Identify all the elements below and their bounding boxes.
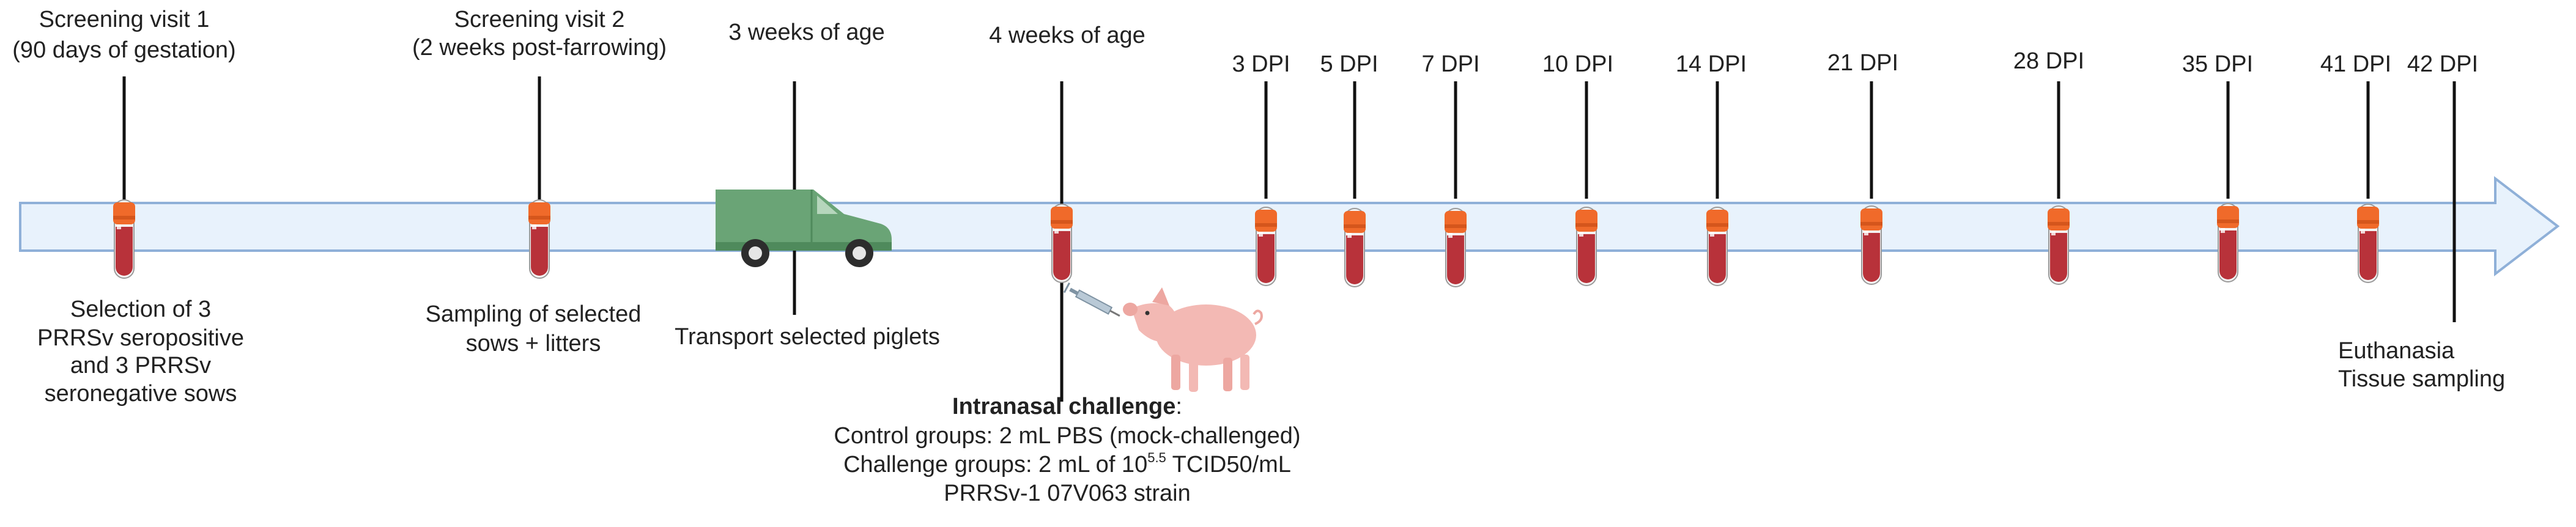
screening-visit-2-label: Screening visit 2	[454, 7, 625, 32]
challenge-strain: PRRSv-1 07V063 strain	[944, 481, 1190, 506]
blood-tube-icon-5dpi	[1343, 208, 1366, 287]
dpi-label-14: 14 DPI	[1676, 51, 1747, 77]
blood-tube-icon-7dpi	[1444, 208, 1467, 287]
transport-label: Transport selected piglets	[675, 324, 940, 350]
blood-tube-icon-screening2	[528, 199, 551, 279]
dpi-label-41: 41 DPI	[2320, 51, 2391, 77]
age-4-weeks-label: 4 weeks of age	[989, 23, 1146, 48]
piglet-intranasal-inoculation-icon	[1063, 282, 1263, 392]
sampling-label-line-1: Sampling of selected	[426, 301, 642, 327]
timeline-arrow	[19, 175, 2560, 277]
selection-label-line-4: seronegative sows	[45, 381, 237, 407]
challenge-control-groups: Control groups: 2 mL PBS (mock-challenge…	[834, 423, 1300, 449]
sampling-label-line-2: sows + litters	[466, 331, 601, 356]
blood-tube-icon-28dpi	[2047, 205, 2070, 285]
age-3-weeks-label: 3 weeks of age	[728, 20, 885, 45]
screening-visit-1-detail: (90 days of gestation)	[12, 37, 235, 63]
dpi-label-35: 35 DPI	[2182, 51, 2253, 77]
blood-tube-icon-screening1	[113, 199, 136, 279]
dpi-label-21: 21 DPI	[1827, 50, 1898, 76]
challenge-title: Intranasal challenge:	[952, 394, 1182, 419]
dpi-label-3: 3 DPI	[1232, 51, 1290, 77]
euthanasia-label: Euthanasia	[2338, 338, 2455, 364]
screening-visit-1-label: Screening visit 1	[39, 7, 210, 32]
blood-tube-icon-14dpi	[1706, 207, 1729, 286]
dpi-label-42: 42 DPI	[2407, 51, 2478, 77]
selection-label-line-3: and 3 PRRSv	[70, 353, 211, 378]
tissue-sampling-label: Tissue sampling	[2338, 366, 2505, 392]
dpi-label-10: 10 DPI	[1542, 51, 1613, 77]
blood-tube-icon-10dpi	[1575, 207, 1598, 286]
selection-label-line-1: Selection of 3	[70, 297, 211, 322]
challenge-challenge-groups: Challenge groups: 2 mL of 105.5 TCID50/m…	[843, 450, 1291, 477]
screening-visit-2-detail: (2 weeks post-farrowing)	[412, 35, 667, 61]
blood-tube-icon-21dpi	[1860, 205, 1883, 285]
blood-tube-icon-41dpi	[2356, 204, 2380, 283]
dpi-label-5: 5 DPI	[1320, 51, 1378, 77]
transport-van-icon	[716, 190, 892, 267]
blood-tube-icon-4weeks	[1050, 204, 1073, 283]
blood-tube-icon-35dpi	[2216, 203, 2240, 282]
dpi-label-28: 28 DPI	[2013, 48, 2084, 74]
blood-tube-icon-3dpi	[1254, 207, 1278, 286]
dpi-label-7: 7 DPI	[1421, 51, 1479, 77]
selection-label-line-2: PRRSv seropositive	[37, 325, 244, 351]
marker-lines	[122, 76, 2456, 402]
